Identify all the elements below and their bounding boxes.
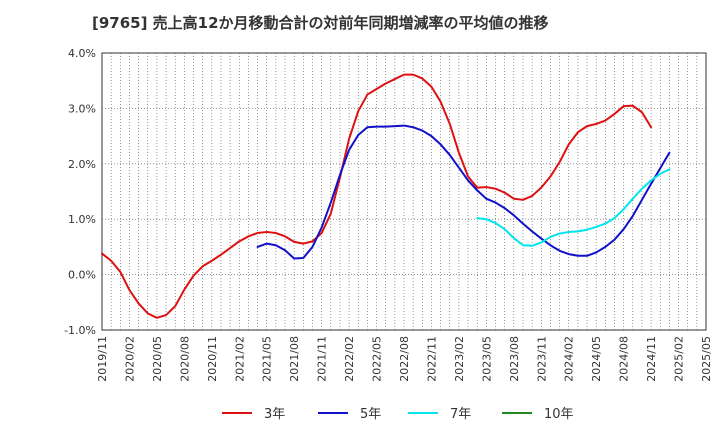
x-tick-label: 2024/05: [590, 336, 603, 382]
series-line-3: [476, 168, 671, 247]
chart-title: [9765] 売上高12か月移動合計の対前年同期増減率の平均値の推移: [92, 14, 549, 32]
x-tick-label: 2021/05: [261, 336, 274, 382]
y-axis: -1.0% 0.0% 1.0% 2.0% 3.0% 4.0%: [64, 47, 96, 337]
y-tick-label: 1.0%: [68, 213, 96, 226]
chart-grid: [102, 53, 706, 330]
x-tick-label: 2021/02: [233, 336, 246, 382]
x-tick-label: 2022/08: [398, 336, 411, 382]
y-tick-label: 2.0%: [68, 158, 96, 171]
x-tick-label: 2020/05: [151, 336, 164, 382]
x-tick-label: 2022/02: [343, 336, 356, 382]
y-tick-label: -1.0%: [64, 324, 96, 337]
x-tick-label: 2021/11: [316, 336, 329, 382]
series-line-2: [256, 124, 671, 260]
x-tick-label: 2019/11: [96, 336, 109, 382]
series-line-1: [101, 73, 653, 319]
x-tick-label: 2023/02: [453, 336, 466, 382]
x-tick-label: 2020/11: [206, 336, 219, 382]
x-tick-label: 2022/05: [371, 336, 384, 382]
x-tick-label: 2023/05: [480, 336, 493, 382]
x-tick-label: 2024/02: [563, 336, 576, 382]
x-tick-label: 2023/11: [535, 336, 548, 382]
y-tick-label: 4.0%: [68, 47, 96, 60]
legend: 3年 5年 7年 10年: [222, 407, 574, 422]
x-tick-label: 2025/02: [673, 336, 686, 382]
x-tick-label: 2024/08: [618, 336, 631, 382]
x-tick-label: 2023/08: [508, 336, 521, 382]
x-tick-label: 2021/08: [288, 336, 301, 382]
legend-label-1: 3年: [264, 407, 285, 422]
x-tick-label: 2020/02: [123, 336, 136, 382]
series-lines: [101, 73, 671, 319]
plot-area-frame: [101, 52, 707, 331]
x-tick-label: 2024/11: [645, 336, 658, 382]
x-tick-label: 2020/08: [178, 336, 191, 382]
legend-label-2: 5年: [360, 407, 381, 422]
x-axis: 2019/11 2020/02 2020/05 2020/08 2020/11 2021/…: [96, 336, 713, 382]
x-tick-label: 2025/05: [700, 336, 713, 382]
legend-label-4: 10年: [544, 407, 574, 422]
y-tick-label: 3.0%: [68, 102, 96, 115]
legend-label-3: 7年: [450, 407, 471, 422]
x-tick-label: 2022/11: [425, 336, 438, 382]
y-tick-label: 0.0%: [68, 269, 96, 282]
